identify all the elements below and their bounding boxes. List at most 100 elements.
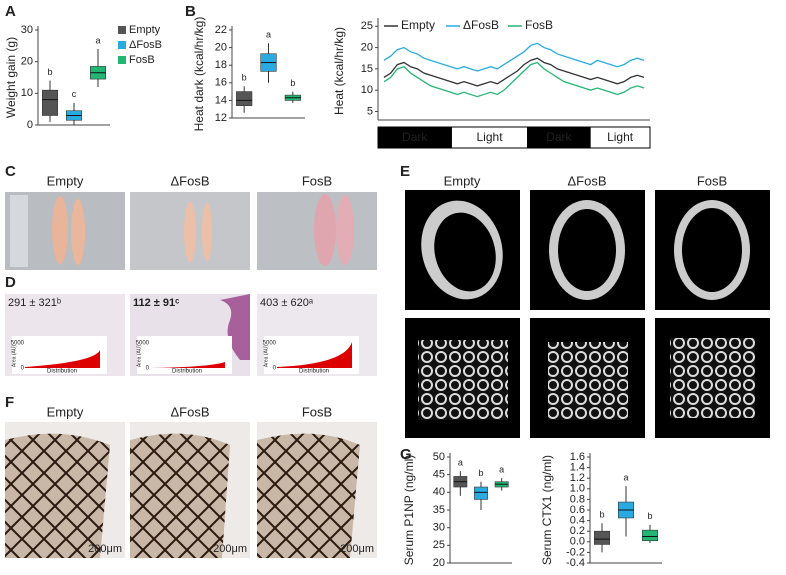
box bbox=[642, 529, 658, 542]
inset-tick: 5000 bbox=[136, 341, 150, 347]
legend-swatch bbox=[118, 56, 126, 64]
y-tick-label: 0.4 bbox=[570, 515, 585, 527]
y-axis-label: Serum CTX1 (ng/ml) bbox=[540, 455, 554, 565]
significance-letter: a bbox=[499, 465, 504, 475]
inset-tick: 0 bbox=[21, 366, 25, 372]
box bbox=[594, 530, 610, 545]
y-tick-label: 50 bbox=[433, 451, 445, 463]
inset-tick: 0 bbox=[273, 366, 277, 372]
y-tick-label: 0.6 bbox=[570, 504, 585, 516]
series-line bbox=[383, 42, 645, 72]
period-band bbox=[589, 126, 651, 149]
y-tick-label: 5 bbox=[367, 105, 373, 117]
panel-label: F bbox=[5, 394, 14, 411]
y-tick-label: 10 bbox=[21, 87, 33, 99]
y-tick-label: 30 bbox=[433, 522, 445, 534]
y-tick-label: -0.2 bbox=[566, 546, 585, 558]
legend-label: FosB bbox=[129, 54, 155, 66]
inset-ylabel: Area (AU) bbox=[136, 345, 142, 368]
photo-c bbox=[5, 192, 377, 270]
annotation: 112 ± 91ᶜ bbox=[133, 297, 179, 309]
inset-ylabel: Area (AU) bbox=[263, 345, 269, 368]
significance-letter: a bbox=[458, 458, 463, 468]
y-tick-label: 0.8 bbox=[570, 493, 585, 505]
period-label: Dark bbox=[546, 130, 572, 144]
group-label: Empty bbox=[47, 173, 84, 188]
y-tick-label: 20 bbox=[433, 557, 445, 569]
y-tick-label: 0.2 bbox=[570, 525, 585, 537]
inset-tick: 5000 bbox=[11, 341, 25, 347]
y-tick-label: 25 bbox=[433, 539, 445, 551]
inset-xlabel: Distribution bbox=[299, 369, 329, 375]
inset-xlabel: Distribution bbox=[47, 369, 77, 375]
legend-swatch bbox=[118, 26, 126, 34]
y-tick-label: 15 bbox=[361, 63, 373, 75]
legend-label: ΔFosB bbox=[129, 39, 162, 51]
scale-bar: 200μm bbox=[213, 543, 247, 555]
box bbox=[42, 89, 58, 116]
y-tick-label: 22 bbox=[215, 24, 227, 36]
panel-label: E bbox=[400, 163, 410, 180]
y-axis-label: Heat (kcal/hr/kg) bbox=[332, 27, 346, 115]
y-tick-label: 40 bbox=[433, 486, 445, 498]
legend-label: Empty bbox=[401, 18, 435, 32]
group-label: FosB bbox=[697, 173, 727, 188]
y-tick-label: 16 bbox=[215, 77, 227, 89]
significance-letter: b bbox=[647, 511, 652, 521]
panel-label: C bbox=[5, 163, 16, 180]
y-tick-label: 25 bbox=[361, 20, 373, 32]
y-tick-label: 0.0 bbox=[570, 536, 585, 548]
group-label: Empty bbox=[444, 173, 481, 188]
inset-tick: 5000 bbox=[263, 341, 277, 347]
y-axis-label: Serum P1NP (ng/ml) bbox=[402, 455, 416, 565]
micro-ct bbox=[405, 190, 770, 438]
significance-letter: a bbox=[95, 35, 100, 45]
legend-label: Empty bbox=[129, 24, 161, 36]
photo-d bbox=[5, 294, 377, 376]
y-tick-label: 18 bbox=[215, 59, 227, 71]
y-tick-label: 12 bbox=[215, 112, 227, 124]
panel-label: B bbox=[185, 3, 196, 20]
period-label: Dark bbox=[402, 130, 428, 144]
inset-tick: 0 bbox=[146, 366, 150, 372]
group-label: ΔFosB bbox=[170, 404, 209, 419]
insets: 5000 0 Distribution Area (AU) 5000 0 Dis… bbox=[11, 341, 329, 375]
group-label: FosB bbox=[302, 173, 332, 188]
y-tick-label: 20 bbox=[21, 56, 33, 68]
significance-letter: a bbox=[266, 30, 271, 40]
y-tick-label: 10 bbox=[361, 84, 373, 96]
series-line bbox=[383, 61, 645, 98]
significance-letter: a bbox=[623, 473, 628, 483]
annotation: 291 ± 321ᵇ bbox=[8, 297, 61, 309]
series-line bbox=[383, 57, 645, 87]
y-tick-label: 20 bbox=[361, 41, 373, 53]
y-tick-label: 45 bbox=[433, 469, 445, 481]
box bbox=[474, 486, 488, 500]
box bbox=[236, 91, 253, 106]
group-label: ΔFosB bbox=[170, 173, 209, 188]
y-tick-label: 20 bbox=[215, 42, 227, 54]
significance-letter: b bbox=[599, 510, 604, 520]
group-label: Empty bbox=[47, 404, 84, 419]
significance-letter: b bbox=[47, 67, 52, 77]
group-label: ΔFosB bbox=[567, 173, 606, 188]
y-tick-label: 1.2 bbox=[570, 472, 585, 484]
y-tick-label: 14 bbox=[215, 94, 227, 106]
scale-bar: 200μm bbox=[340, 543, 374, 555]
period-label: Light bbox=[477, 130, 504, 144]
y-tick-label: 35 bbox=[433, 504, 445, 516]
y-tick-label: 1.0 bbox=[570, 483, 585, 495]
inset-ylabel: Area (AU) bbox=[11, 345, 17, 368]
significance-letter: b bbox=[242, 73, 247, 83]
scale-bar: 200μm bbox=[88, 543, 122, 555]
y-axis-label: Heat dark (kcal/hr/kg) bbox=[192, 17, 206, 132]
significance-letter: b bbox=[290, 78, 295, 88]
significance-letter: c bbox=[72, 89, 77, 99]
annotation: 403 ± 620ᵃ bbox=[260, 297, 314, 309]
group-label: FosB bbox=[302, 404, 332, 419]
y-tick-label: -0.4 bbox=[566, 557, 585, 569]
y-tick-label: 1.4 bbox=[570, 462, 585, 474]
legend-label: FosB bbox=[525, 18, 553, 32]
panel-label: A bbox=[5, 3, 16, 20]
